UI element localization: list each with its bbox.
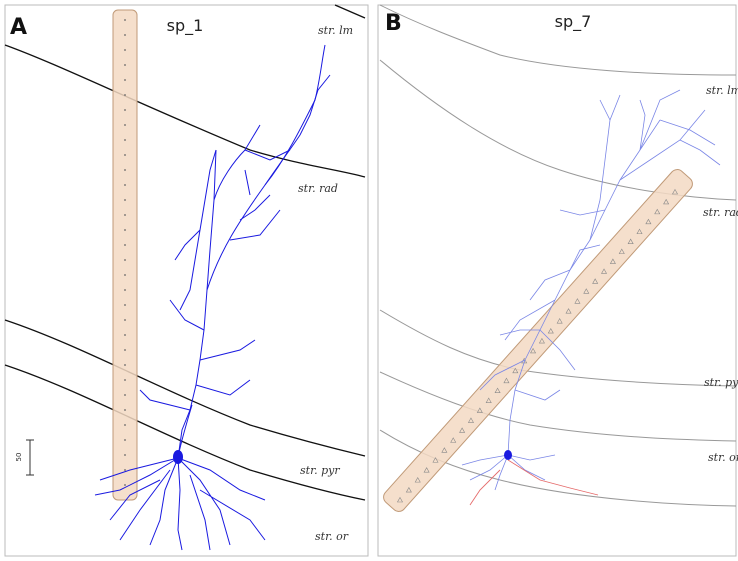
- layer-label: str. pyr: [300, 464, 340, 477]
- probe-site: [124, 349, 126, 351]
- panel-label: A: [10, 15, 27, 40]
- layer-label: str. or: [315, 530, 349, 543]
- probe-site: [124, 304, 126, 306]
- scale-label: 50: [15, 453, 23, 462]
- probe: [113, 10, 137, 500]
- probe-site: [124, 229, 126, 231]
- probe-site: [124, 199, 126, 201]
- panel-a: 50 A sp_1 str. lm str. rad str. pyr str.…: [5, 5, 368, 556]
- panel-label: B: [385, 11, 402, 36]
- probe-site: [124, 484, 126, 486]
- probe-site: [124, 184, 126, 186]
- probe-site: [124, 49, 126, 51]
- probe-site: [124, 94, 126, 96]
- probe-site: [124, 154, 126, 156]
- probe-site: [124, 124, 126, 126]
- probe-site: [124, 109, 126, 111]
- probe-site: [124, 289, 126, 291]
- probe-site: [124, 169, 126, 171]
- probe-site: [124, 424, 126, 426]
- probe-site: [124, 19, 126, 21]
- layer-label: str. rad: [703, 206, 738, 219]
- probe-site: [124, 439, 126, 441]
- probe-site: [124, 79, 126, 81]
- layer-label: str. rad: [298, 182, 338, 195]
- layer-label: str. or: [708, 451, 738, 464]
- probe-site: [124, 379, 126, 381]
- probe-site: [124, 214, 126, 216]
- layer-label: str. lm: [318, 24, 353, 37]
- probe-site: [124, 334, 126, 336]
- probe-site: [124, 319, 126, 321]
- probe-site: [124, 34, 126, 36]
- panel-title: sp_7: [555, 12, 592, 32]
- probe-site: [124, 244, 126, 246]
- probe-site: [124, 469, 126, 471]
- panel-b: B sp_7 str. lm str. rad str. pyr str. or: [378, 5, 738, 556]
- probe-site: [124, 409, 126, 411]
- probe-site: [124, 364, 126, 366]
- figure: 50 A sp_1 str. lm str. rad str. pyr str.…: [0, 0, 738, 561]
- probe-site: [124, 259, 126, 261]
- layer-label: str. pyr: [704, 376, 738, 389]
- layer-label: str. lm: [706, 84, 738, 97]
- probe-site: [124, 274, 126, 276]
- probe-site: [124, 139, 126, 141]
- probe-site: [124, 394, 126, 396]
- probe-site: [124, 64, 126, 66]
- panel-title: sp_1: [167, 16, 204, 36]
- probe-site: [124, 454, 126, 456]
